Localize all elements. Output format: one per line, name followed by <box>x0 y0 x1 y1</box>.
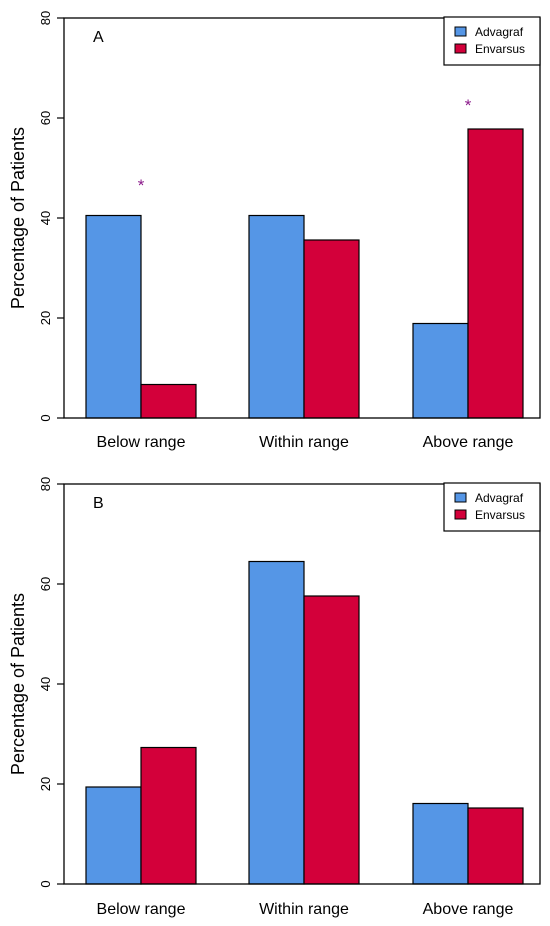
x-tick-label: Within range <box>259 434 349 451</box>
legend-box <box>443 482 541 532</box>
y-tick-label: 40 <box>38 211 53 225</box>
x-tick-label: Above range <box>423 434 514 451</box>
y-tick-label: 0 <box>38 414 53 421</box>
y-tick-label: 40 <box>38 677 53 691</box>
y-tick-label: 20 <box>38 777 53 791</box>
bar-envarsus-1 <box>303 595 360 885</box>
bar-advagraf-1 <box>248 560 305 885</box>
chart-panel-b: Below range Within range Above range 0 20 40 6… <box>8 477 541 918</box>
bar-envarsus-0 <box>140 746 197 885</box>
legend-swatch-advagraf <box>454 26 467 37</box>
x-tick-label: Below range <box>97 434 186 451</box>
bar-advagraf-0 <box>85 786 142 885</box>
legend-box <box>443 16 541 66</box>
y-axis-title: Percentage of Patients <box>8 593 28 775</box>
legend-swatch-envarsus <box>454 509 467 520</box>
legend-label-envarsus: Envarsus <box>475 42 525 56</box>
legend-swatch-envarsus <box>454 43 467 54</box>
bar-advagraf-1 <box>248 214 305 419</box>
x-tick-label: Below range <box>97 901 186 918</box>
y-tick-label: 60 <box>38 577 53 591</box>
bar-advagraf-0 <box>85 214 142 419</box>
bar-envarsus-1 <box>303 239 360 419</box>
bar-envarsus-0 <box>140 383 197 419</box>
bar-advagraf-2 <box>412 322 469 419</box>
significance-marker: * <box>465 96 472 115</box>
panel-label: B <box>93 495 104 512</box>
panel-label: A <box>93 29 104 46</box>
legend-label-advagraf: Advagraf <box>475 491 524 505</box>
y-tick-label: 80 <box>38 477 53 491</box>
legend-label-advagraf: Advagraf <box>475 25 524 39</box>
bar-advagraf-2 <box>412 802 469 885</box>
significance-marker: * <box>138 176 145 195</box>
chart-panel-a: Below range Within range Above range 0 20 40 6… <box>8 11 541 451</box>
y-tick-label: 60 <box>38 111 53 125</box>
legend-label-envarsus: Envarsus <box>475 508 525 522</box>
y-axis-title: Percentage of Patients <box>8 127 28 309</box>
bar-envarsus-2 <box>467 128 524 419</box>
y-tick-label: 0 <box>38 880 53 887</box>
y-tick-label: 20 <box>38 311 53 325</box>
bar-envarsus-2 <box>467 807 524 885</box>
legend-swatch-advagraf <box>454 492 467 503</box>
y-tick-label: 80 <box>38 11 53 25</box>
x-tick-label: Above range <box>423 901 514 918</box>
x-tick-label: Within range <box>259 901 349 918</box>
